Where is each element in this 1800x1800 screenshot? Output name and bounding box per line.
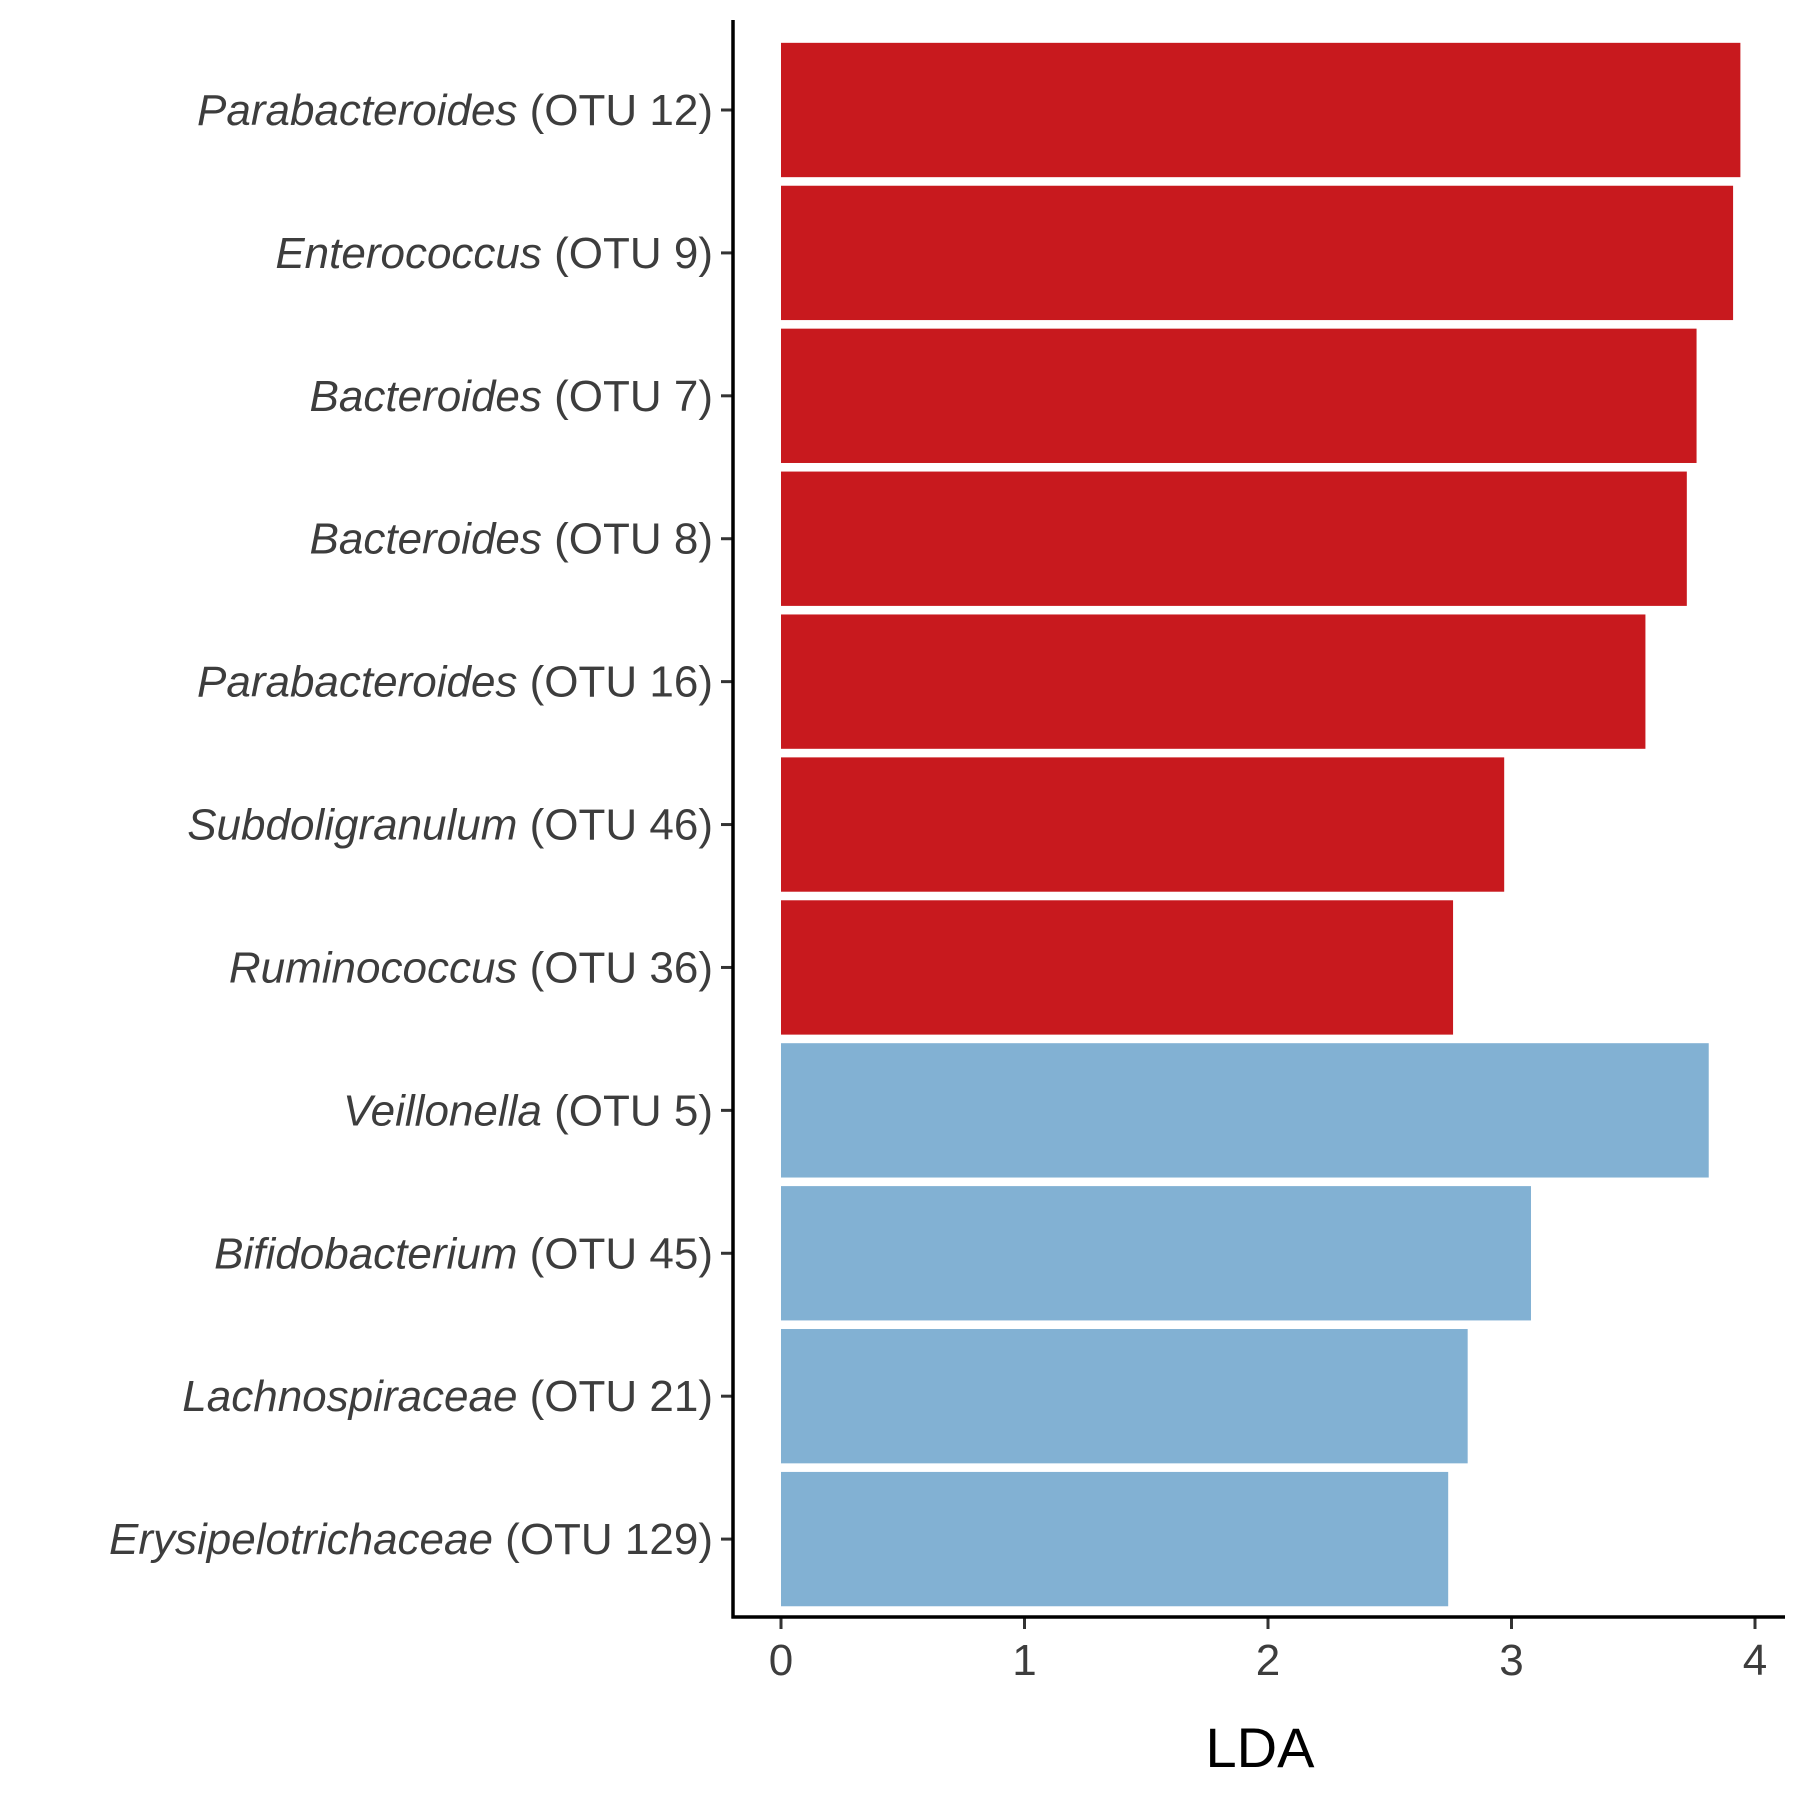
category-label: Parabacteroides (OTU 12) bbox=[197, 86, 713, 135]
category-label: Lachnospiraceae (OTU 21) bbox=[182, 1372, 713, 1421]
bar-3 bbox=[781, 328, 1697, 463]
category-genus: Ruminococcus bbox=[229, 943, 518, 992]
bar-9 bbox=[781, 1186, 1531, 1321]
category-genus: Enterococcus bbox=[275, 229, 542, 278]
category-label: Parabacteroides (OTU 16) bbox=[197, 658, 713, 707]
bar-5 bbox=[781, 614, 1646, 749]
category-genus: Veillonella bbox=[343, 1086, 542, 1135]
bar-4 bbox=[781, 471, 1687, 606]
bars-layer bbox=[781, 42, 1741, 1607]
category-genus: Parabacteroides bbox=[197, 86, 517, 135]
category-label: Ruminococcus (OTU 36) bbox=[229, 943, 713, 992]
category-label: Enterococcus (OTU 9) bbox=[275, 229, 713, 278]
bar-11 bbox=[781, 1471, 1449, 1607]
x-tick-label: 2 bbox=[1256, 1636, 1280, 1685]
category-genus: Lachnospiraceae bbox=[182, 1372, 517, 1421]
x-axis-title: LDA bbox=[1206, 1716, 1316, 1779]
bar-1 bbox=[781, 42, 1741, 178]
category-otu: (OTU 8) bbox=[542, 515, 713, 564]
category-genus: Bifidobacterium bbox=[214, 1229, 517, 1278]
category-otu: (OTU 21) bbox=[517, 1372, 713, 1421]
x-axis-ticks: 0 1 2 3 4 bbox=[721, 108, 1767, 1685]
category-otu: (OTU 45) bbox=[517, 1229, 713, 1278]
category-genus: Subdoligranulum bbox=[187, 801, 517, 850]
category-otu: (OTU 46) bbox=[517, 801, 713, 850]
category-otu: (OTU 129) bbox=[493, 1515, 713, 1564]
category-otu: (OTU 36) bbox=[517, 943, 713, 992]
bar-7 bbox=[781, 900, 1454, 1035]
category-otu: (OTU 16) bbox=[517, 658, 713, 707]
bar-2 bbox=[781, 185, 1734, 321]
category-label: Bacteroides (OTU 8) bbox=[310, 515, 713, 564]
category-label: Bifidobacterium (OTU 45) bbox=[214, 1229, 713, 1278]
x-tick-label: 1 bbox=[1012, 1636, 1036, 1685]
x-tick-label: 0 bbox=[769, 1636, 793, 1685]
x-tick-label: 4 bbox=[1743, 1636, 1767, 1685]
bar-8 bbox=[781, 1043, 1709, 1178]
category-genus: Erysipelotrichaceae bbox=[109, 1515, 493, 1564]
category-genus: Parabacteroides bbox=[197, 658, 517, 707]
bar-6 bbox=[781, 757, 1505, 892]
category-label: Veillonella (OTU 5) bbox=[343, 1086, 713, 1135]
category-otu: (OTU 12) bbox=[517, 86, 713, 135]
category-genus: Bacteroides bbox=[310, 372, 542, 421]
x-tick-label: 3 bbox=[1499, 1636, 1523, 1685]
category-labels: Parabacteroides (OTU 12) Enterococcus (OT… bbox=[109, 86, 713, 1564]
category-otu: (OTU 7) bbox=[542, 372, 713, 421]
category-genus: Bacteroides bbox=[310, 515, 542, 564]
category-label: Subdoligranulum (OTU 46) bbox=[187, 801, 713, 850]
category-label: Erysipelotrichaceae (OTU 129) bbox=[109, 1515, 713, 1564]
category-otu: (OTU 5) bbox=[542, 1086, 713, 1135]
category-otu: (OTU 9) bbox=[542, 229, 713, 278]
bar-10 bbox=[781, 1329, 1468, 1464]
category-label: Bacteroides (OTU 7) bbox=[310, 372, 713, 421]
